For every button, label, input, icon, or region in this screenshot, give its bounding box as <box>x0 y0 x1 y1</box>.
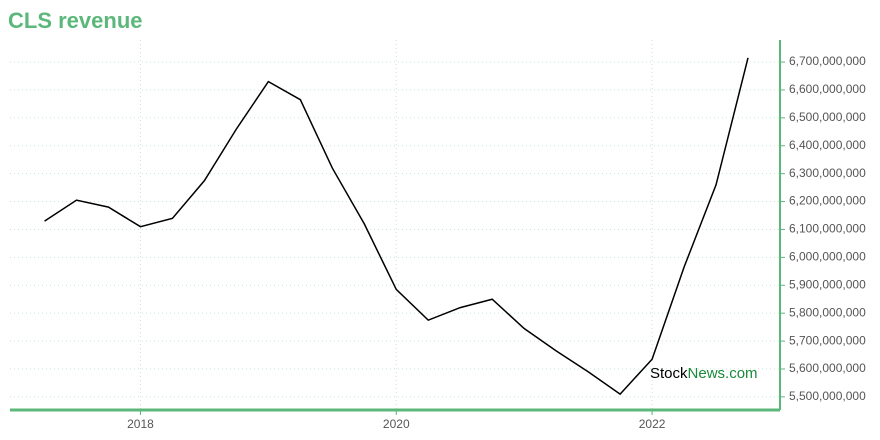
x-tick-label: 2022 <box>639 417 666 431</box>
y-tick-label: 5,500,000,000 <box>789 389 866 403</box>
y-tick-label: 5,800,000,000 <box>789 305 866 319</box>
y-tick-label: 6,300,000,000 <box>789 166 866 180</box>
watermark-part: News <box>688 365 726 382</box>
y-tick-label: 6,700,000,000 <box>789 54 866 68</box>
y-tick-label: 5,900,000,000 <box>789 277 866 291</box>
x-tick-label: 2018 <box>127 417 154 431</box>
chart-title: CLS revenue <box>8 8 143 33</box>
y-tick-label: 6,600,000,000 <box>789 82 866 96</box>
y-tick-label: 6,000,000,000 <box>789 250 866 264</box>
y-tick-label: 6,400,000,000 <box>789 138 866 152</box>
line-series <box>44 57 749 396</box>
watermark-part: Stock <box>650 365 688 382</box>
y-tick-label: 5,700,000,000 <box>789 333 866 347</box>
y-tick-label: 5,600,000,000 <box>789 361 866 375</box>
watermark: StockNews.com <box>650 365 758 382</box>
y-tick-label: 6,200,000,000 <box>789 194 866 208</box>
y-tick-label: 6,500,000,000 <box>789 110 866 124</box>
y-tick-label: 6,100,000,000 <box>789 222 866 236</box>
watermark-part: .com <box>725 365 758 382</box>
x-tick-label: 2020 <box>383 417 410 431</box>
